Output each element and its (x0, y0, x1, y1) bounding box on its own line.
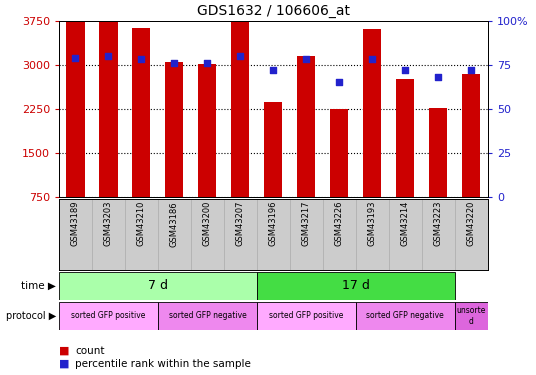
Title: GDS1632 / 106606_at: GDS1632 / 106606_at (197, 4, 350, 18)
Text: 17 d: 17 d (342, 279, 370, 292)
Text: GSM43210: GSM43210 (137, 201, 146, 246)
Point (434, 74, 443, 80)
Bar (462, 74, 480, 197)
Text: GSM43189: GSM43189 (71, 201, 80, 246)
Point (71, 55, 80, 61)
Bar (66, 20, 85, 197)
Text: GSM43226: GSM43226 (335, 201, 344, 246)
Bar (165, 62, 183, 197)
Bar (232, 16, 249, 197)
Text: GSM43186: GSM43186 (170, 201, 179, 246)
Point (302, 56, 311, 62)
Bar (257, 272, 455, 300)
Text: sorted GFP positive: sorted GFP positive (71, 311, 146, 320)
Bar (59, 302, 158, 330)
Text: sorted GFP negative: sorted GFP negative (168, 311, 246, 320)
Point (203, 60, 212, 66)
Point (368, 56, 377, 62)
Text: ■: ■ (59, 346, 70, 355)
Text: protocol ▶: protocol ▶ (6, 311, 56, 321)
Point (335, 80, 344, 86)
Bar (257, 302, 356, 330)
Text: time ▶: time ▶ (21, 281, 56, 291)
Bar (264, 102, 282, 197)
Text: ■: ■ (59, 359, 70, 369)
Text: GSM43193: GSM43193 (368, 201, 377, 246)
Text: GSM43223: GSM43223 (434, 201, 443, 246)
Bar (330, 110, 348, 197)
Point (137, 56, 146, 62)
Text: GSM43196: GSM43196 (269, 201, 278, 246)
Point (104, 53, 113, 59)
Text: sorted GFP positive: sorted GFP positive (269, 311, 344, 320)
Text: sorted GFP negative: sorted GFP negative (367, 311, 444, 320)
Bar (198, 63, 217, 197)
Point (170, 60, 178, 66)
Bar (158, 302, 257, 330)
Bar (396, 80, 414, 197)
Text: GSM43220: GSM43220 (467, 201, 476, 246)
Text: GSM43217: GSM43217 (302, 201, 311, 246)
Bar (99, 2, 117, 197)
Text: GSM43203: GSM43203 (104, 201, 113, 246)
Bar (297, 57, 315, 197)
Point (236, 53, 244, 59)
Bar (363, 29, 382, 197)
Bar (132, 28, 151, 197)
Text: unsorte
d: unsorte d (457, 306, 486, 326)
Text: count: count (75, 346, 105, 355)
Point (467, 67, 475, 73)
Text: 7 d: 7 d (148, 279, 168, 292)
Text: percentile rank within the sample: percentile rank within the sample (75, 359, 251, 369)
Text: GSM43214: GSM43214 (401, 201, 410, 246)
Bar (455, 302, 488, 330)
Point (269, 67, 278, 73)
Point (401, 67, 410, 73)
Text: GSM43200: GSM43200 (203, 201, 212, 246)
Bar (59, 272, 257, 300)
Bar (429, 108, 448, 197)
Text: GSM43207: GSM43207 (236, 201, 245, 246)
Bar (356, 302, 455, 330)
